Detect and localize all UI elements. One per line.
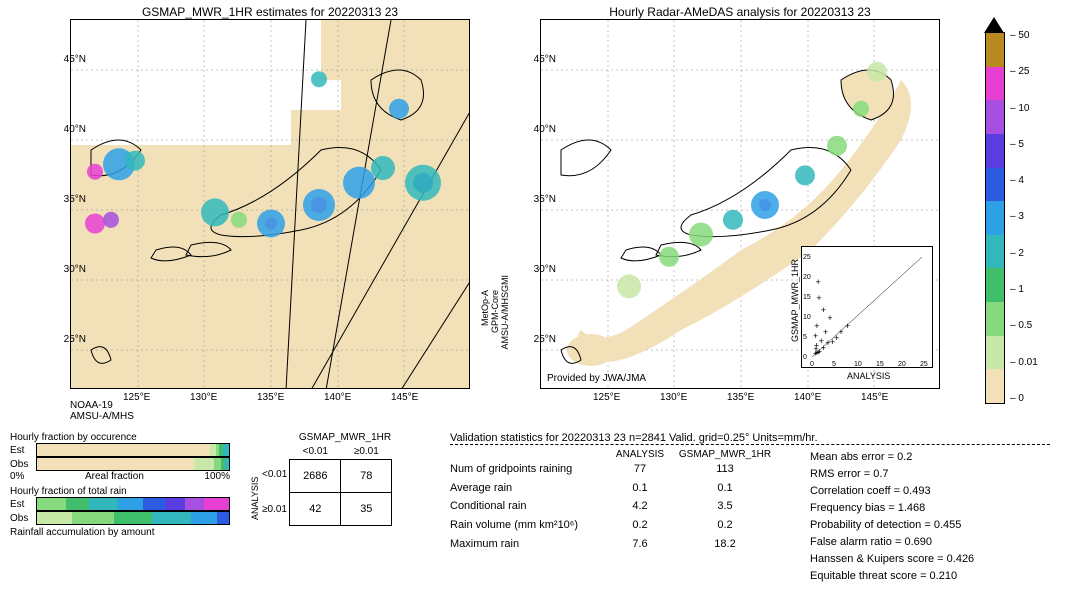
validation-stat: Probability of detection = 0.455: [810, 517, 974, 534]
colorbar-arrow-icon: [984, 17, 1004, 33]
colorbar-ticks: – 50– 25– 10– 5– 4– 3– 2– 1– 0.5– 0.01– …: [1010, 30, 1038, 404]
svg-text:20: 20: [803, 274, 811, 281]
validation-row: Rain volume (mm km²10⁶)0.20.2: [450, 516, 780, 535]
cont-r0: <0.01: [262, 469, 287, 480]
cont-00: 2686: [290, 460, 341, 493]
scatter-ylabel: GSMAP_MWR_1HR: [790, 259, 800, 342]
cont-11: 35: [341, 493, 392, 526]
cont-01: 78: [341, 460, 392, 493]
left-annot-bl: NOAA-19 AMSU-A/MHS: [70, 400, 134, 422]
svg-text:20: 20: [898, 361, 906, 367]
occurrence-title: Hourly fraction by occurence: [10, 432, 230, 443]
areal-cap: Areal fraction: [85, 471, 144, 482]
left-annot-br-1: GPM-Core: [490, 290, 500, 333]
validation-title: Validation statistics for 20220313 23 n=…: [450, 432, 1050, 445]
contingency-table: <0.01≥0.01 268678 4235: [289, 444, 392, 526]
svg-text:+: +: [823, 327, 828, 337]
svg-text:25: 25: [803, 254, 811, 261]
svg-text:0: 0: [810, 361, 814, 367]
validation-stat: False alarm ratio = 0.690: [810, 534, 974, 551]
left-map-title: GSMAP_MWR_1HR estimates for 20220313 23: [70, 5, 470, 19]
left-map: [70, 19, 470, 389]
svg-text:15: 15: [803, 294, 811, 301]
svg-text:15: 15: [876, 361, 884, 367]
validation-stat: RMS error = 0.7: [810, 466, 974, 483]
validation-stat: Equitable threat score = 0.210: [810, 568, 974, 585]
occurrence-bar-est: [36, 443, 230, 457]
occurrence-bar-obs: [36, 457, 230, 471]
svg-text:5: 5: [803, 334, 807, 341]
accum-title: Rainfall accumulation by amount: [10, 527, 230, 538]
right-map-title: Hourly Radar-AMeDAS analysis for 2022031…: [540, 5, 940, 19]
svg-text:10: 10: [854, 361, 862, 367]
validation-stat: Correlation coeff = 0.493: [810, 483, 974, 500]
frac-row-est: Est: [10, 445, 32, 456]
validation-row: Average rain0.10.1: [450, 479, 780, 498]
tot-est-l: Est: [10, 499, 32, 510]
left-annot-br-2: AMSU-A/MHSGMI: [500, 275, 510, 350]
totalrain-title: Hourly fraction of total rain: [10, 486, 230, 497]
scatter-inset: ++++++++++++++++++++00551010151520202525…: [801, 246, 933, 368]
cont-r1: ≥0.01: [262, 504, 287, 515]
validation-stat: Hanssen & Kuipers score = 0.426: [810, 551, 974, 568]
validation-row: Maximum rain7.618.2: [450, 535, 780, 554]
areal-0: 0%: [10, 471, 24, 482]
totalrain-bar-obs: [36, 511, 230, 525]
cont-c1: ≥0.01: [341, 444, 392, 460]
svg-text:10: 10: [803, 314, 811, 321]
left-annot-br-0: MetOp-A: [480, 290, 490, 326]
tot-obs-l: Obs: [10, 513, 32, 524]
validation-stat: Frequency bias = 1.468: [810, 500, 974, 517]
svg-text:+: +: [819, 336, 824, 346]
validation-row: Conditional rain4.23.5: [450, 497, 780, 516]
cont-10: 42: [290, 493, 341, 526]
svg-text:+: +: [814, 321, 819, 331]
cont-c0: <0.01: [290, 444, 341, 460]
svg-text:+: +: [827, 313, 832, 323]
validation-row: Num of gridpoints raining77113: [450, 460, 780, 479]
svg-text:+: +: [813, 331, 818, 341]
svg-text:+: +: [816, 277, 821, 287]
svg-text:25: 25: [920, 361, 928, 367]
colorbar: [985, 32, 1005, 404]
provider-label: Provided by JWA/JMA: [547, 373, 646, 384]
val-h1: GSMAP_MWR_1HR: [670, 449, 780, 460]
svg-text:+: +: [821, 305, 826, 315]
svg-text:+: +: [816, 293, 821, 303]
val-h0: ANALYSIS: [610, 449, 670, 460]
cont-row-header: ANALYSIS: [250, 450, 260, 520]
svg-text:0: 0: [803, 354, 807, 361]
areal-100: 100%: [204, 471, 230, 482]
totalrain-bar-est: [36, 497, 230, 511]
right-map: Provided by JWA/JMA ++++++++++++++++++++…: [540, 19, 940, 389]
cont-col-header: GSMAP_MWR_1HR: [280, 432, 410, 443]
validation-stat: Mean abs error = 0.2: [810, 449, 974, 466]
svg-text:5: 5: [832, 361, 836, 367]
scatter-xlabel: ANALYSIS: [847, 371, 890, 381]
frac-row-obs: Obs: [10, 459, 32, 470]
